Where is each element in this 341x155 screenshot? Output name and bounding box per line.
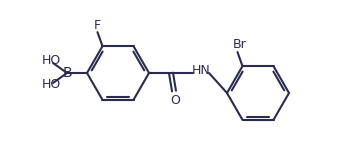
Text: Br: Br (233, 38, 247, 51)
Text: HO: HO (41, 55, 61, 67)
Text: HN: HN (192, 64, 210, 78)
Text: B: B (62, 66, 72, 80)
Text: O: O (170, 93, 180, 106)
Text: HO: HO (41, 78, 61, 91)
Text: F: F (94, 19, 101, 32)
